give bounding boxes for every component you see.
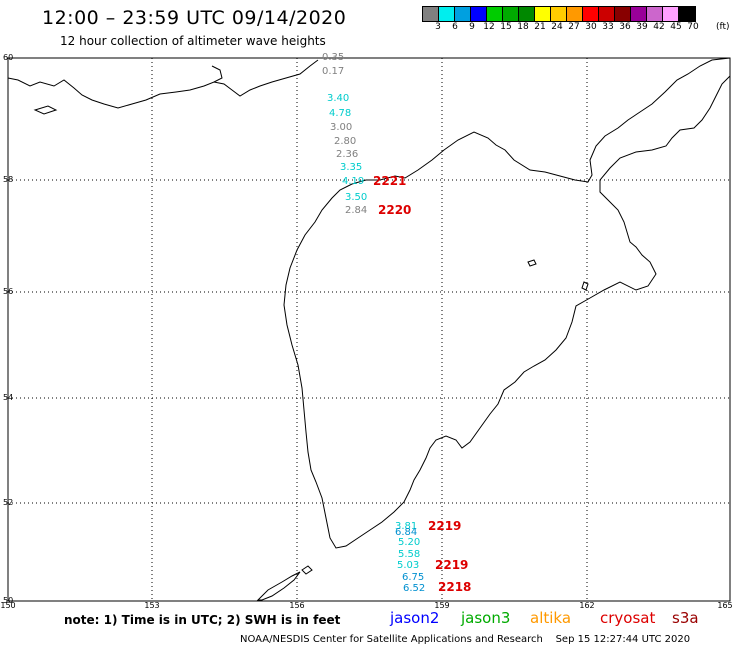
- color-legend: [422, 6, 696, 22]
- swh-value: 5.20: [398, 537, 421, 548]
- legend-label: 21: [534, 22, 546, 32]
- swh-value: 2.36: [336, 149, 359, 160]
- pass-number: 2218: [438, 580, 472, 594]
- map-frame: [7, 57, 731, 602]
- legend-label: 6: [452, 22, 458, 32]
- legend-label: 36: [619, 22, 631, 32]
- pass-number: 2220: [378, 203, 412, 217]
- lon-tick-label: 150: [0, 601, 16, 610]
- swh-value: 3.35: [340, 162, 363, 173]
- swh-value: 2.84: [345, 205, 368, 216]
- swh-value: 6.75: [402, 572, 425, 583]
- legend-label: 12: [483, 22, 495, 32]
- lon-tick-label: 153: [144, 601, 160, 610]
- satellite-s3a: s3a: [672, 609, 699, 627]
- swh-value: 3.81: [395, 521, 418, 532]
- small-island-1: [527, 259, 537, 267]
- graticule: [8, 58, 730, 601]
- legend-swatch: [583, 7, 599, 21]
- legend-label: 33: [602, 22, 614, 32]
- satellite-cryosat: cryosat: [600, 609, 656, 627]
- legend-label: 27: [568, 22, 580, 32]
- legend-swatch: [535, 7, 551, 21]
- legend-swatch: [615, 7, 631, 21]
- legend-label: 15: [500, 22, 512, 32]
- legend-swatch: [487, 7, 503, 21]
- pass-number: 2221: [373, 174, 407, 188]
- kuril-island-2: [301, 565, 313, 575]
- legend-swatch: [631, 7, 647, 21]
- legend-swatch: [663, 7, 679, 21]
- swh-value: 6.84: [395, 527, 418, 538]
- map-subtitle: 12 hour collection of altimeter wave hei…: [60, 34, 326, 48]
- swh-value: 3.00: [330, 122, 353, 133]
- swh-value: 3.50: [345, 192, 368, 203]
- credit-line: NOAA/NESDIS Center for Satellite Applica…: [240, 634, 690, 645]
- lat-tick-label: 58: [3, 175, 14, 184]
- legend-swatch: [567, 7, 583, 21]
- legend-swatch: [599, 7, 615, 21]
- legend-swatch: [503, 7, 519, 21]
- legend-swatch: [423, 7, 439, 21]
- satellite-jason2: jason2: [390, 609, 440, 627]
- legend-label: 70: [687, 22, 699, 32]
- legend-label: 24: [551, 22, 563, 32]
- lat-tick-label: 52: [3, 498, 14, 507]
- swh-value: 4.78: [329, 108, 352, 119]
- swh-value: 2.80: [334, 136, 357, 147]
- legend-swatch: [551, 7, 567, 21]
- legend-label: 45: [670, 22, 682, 32]
- lon-tick-label: 162: [579, 601, 595, 610]
- coastline: [7, 57, 731, 601]
- small-island-2: [581, 281, 589, 291]
- lon-tick-label: 156: [289, 601, 305, 610]
- kuril-island-1: [256, 571, 301, 601]
- legend-label: 3: [435, 22, 441, 32]
- swh-value: 6.52: [403, 583, 426, 594]
- lat-tick-label: 50: [3, 596, 14, 605]
- legend-swatch: [439, 7, 455, 21]
- footnote: note: 1) Time is in UTC; 2) SWH is in fe…: [64, 613, 341, 627]
- credit-text: NOAA/NESDIS Center for Satellite Applica…: [240, 634, 543, 645]
- legend-unit: (ft): [716, 22, 730, 32]
- lon-tick-label: 165: [717, 601, 733, 610]
- lat-tick-label: 54: [3, 393, 14, 402]
- swh-value: 4.19: [342, 176, 365, 187]
- swh-value: 5.58: [398, 549, 421, 560]
- timestamp: Sep 15 12:27:44 UTC 2020: [555, 634, 691, 645]
- satellite-altika: altika: [530, 609, 572, 627]
- pass-number: 2219: [435, 558, 469, 572]
- legend-label: 39: [636, 22, 648, 32]
- pass-number: 2219: [428, 519, 462, 533]
- swh-value: 3.40: [327, 93, 350, 104]
- swh-value: 0.35: [322, 52, 345, 63]
- okhotsk-north-coast: [7, 59, 319, 109]
- legend-label: 42: [653, 22, 665, 32]
- peninsula-shelikhov: [211, 65, 223, 83]
- legend-label: 9: [469, 22, 475, 32]
- legend-swatch: [679, 7, 695, 21]
- legend-swatch: [647, 7, 663, 21]
- legend-label: 30: [585, 22, 597, 32]
- small-island-3: [33, 105, 58, 115]
- swh-value: 5.03: [397, 560, 420, 571]
- lat-tick-label: 56: [3, 287, 14, 296]
- swh-value: 0.17: [322, 66, 345, 77]
- legend-swatch: [519, 7, 535, 21]
- kamchatka-coast: [283, 57, 731, 549]
- legend-swatch: [471, 7, 487, 21]
- satellite-jason3: jason3: [461, 609, 511, 627]
- lon-tick-label: 159: [434, 601, 450, 610]
- legend-swatch: [455, 7, 471, 21]
- legend-label: 18: [517, 22, 529, 32]
- map-title: 12:00 – 23:59 UTC 09/14/2020: [42, 7, 347, 29]
- lat-tick-label: 60: [3, 53, 14, 62]
